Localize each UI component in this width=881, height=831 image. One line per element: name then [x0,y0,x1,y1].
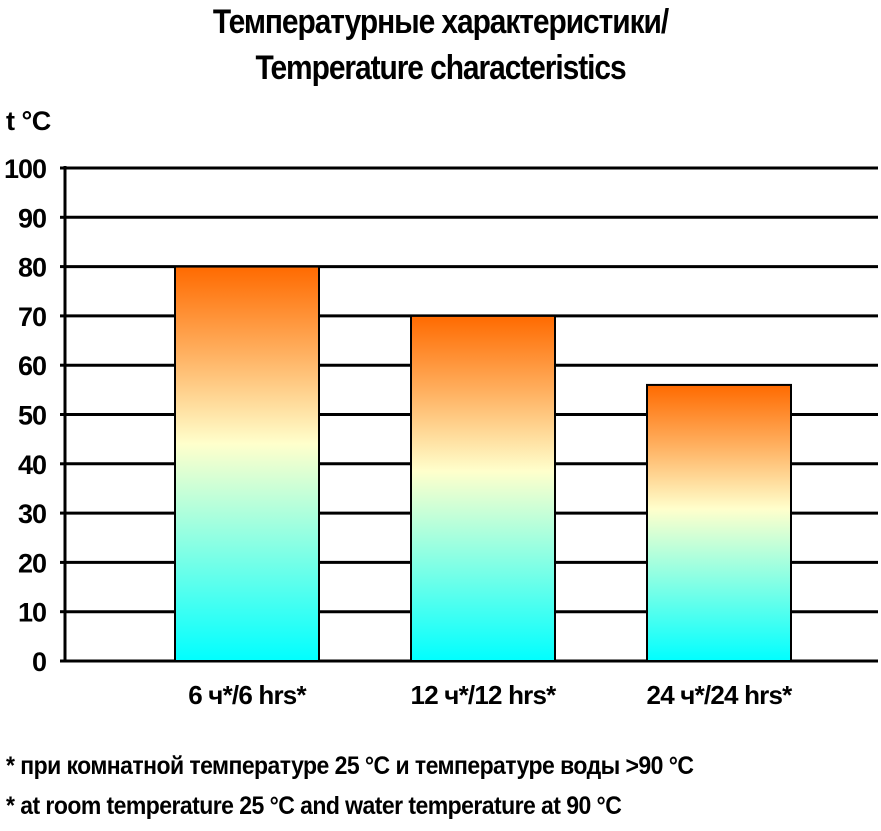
bars [174,265,792,662]
y-tick-label-80: 80 [18,253,46,283]
chart-title: Температурные характеристики/ [212,3,669,41]
bar-chart: 0 10 20 30 40 50 60 70 80 90 100 6 ч*/6 hrs* 12 ч*/… [4,154,878,710]
x-tick-labels: 6 ч*/6 hrs* 12 ч*/12 hrs* 24 ч*/24 hrs* [188,680,794,710]
chart-subtitle: Temperature characteristics [255,49,626,87]
y-tick-label-100: 100 [4,154,46,184]
x-tick-label-1: 6 ч*/6 hrs* [188,680,307,710]
footnote-english: * at room temperature 25 °C and water te… [6,792,622,820]
bar-3 [646,383,792,662]
y-tick-label-0: 0 [32,647,46,677]
bar-1 [174,265,320,662]
bar-2 [410,314,556,662]
y-tick-label-70: 70 [18,302,46,332]
y-tick-label-40: 40 [18,450,46,480]
x-tick-label-3: 24 ч*/24 hrs* [647,680,794,710]
y-tick-label-60: 60 [18,351,46,381]
y-tick-label-20: 20 [18,548,46,578]
y-tick-label-30: 30 [18,499,46,529]
y-tick-label-10: 10 [18,598,46,628]
y-tick-label-90: 90 [18,203,46,233]
y-tick-labels: 0 10 20 30 40 50 60 70 80 90 100 [4,154,47,677]
y-tick-label-50: 50 [18,401,46,431]
footnote-russian: * при комнатной температуре 25 °С и темп… [6,752,694,780]
x-tick-label-2: 12 ч*/12 hrs* [411,680,558,710]
y-axis-label: t °C [6,106,51,136]
